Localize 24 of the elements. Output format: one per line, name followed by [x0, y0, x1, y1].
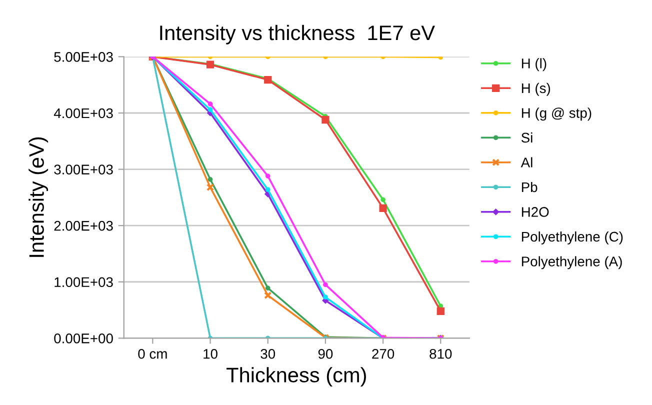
- x-tick-label: 0 cm: [138, 348, 167, 359]
- chart-title: Intensity vs thickness 1E7 eV: [160, 24, 435, 44]
- x-tick-label: 810: [430, 348, 452, 359]
- legend-label: Si: [521, 132, 532, 143]
- y-tick-label: 1.00E+03: [54, 277, 113, 288]
- legend-label: H (l): [522, 58, 546, 72]
- y-tick-label: 2.00E+03: [54, 220, 113, 231]
- y-tick-label: 5.00E+03: [54, 52, 113, 62]
- x-tick-label: 270: [372, 348, 394, 359]
- legend-label: H2O: [522, 207, 549, 217]
- legend-label: Polyethylene (C): [522, 231, 623, 244]
- legend-label: H (s): [522, 82, 550, 96]
- y-tick-label: 0.00E+00: [54, 334, 113, 344]
- legend-label: Polyethylene (A): [522, 256, 622, 270]
- y-tick-label: 3.00E+03: [54, 164, 113, 174]
- x-axis-title: Thickness (cm): [226, 367, 366, 387]
- legend-label: Al: [520, 157, 532, 168]
- x-tick-label: 90: [318, 348, 333, 359]
- y-tick-label: 4.00E+03: [54, 108, 113, 118]
- x-tick-label: 10: [204, 348, 218, 359]
- legend-label: Pb: [522, 182, 538, 192]
- x-tick-label: 30: [260, 348, 276, 359]
- legend-label: H (g @ stp): [522, 108, 592, 121]
- y-axis-title: Intensity (eV): [28, 137, 48, 257]
